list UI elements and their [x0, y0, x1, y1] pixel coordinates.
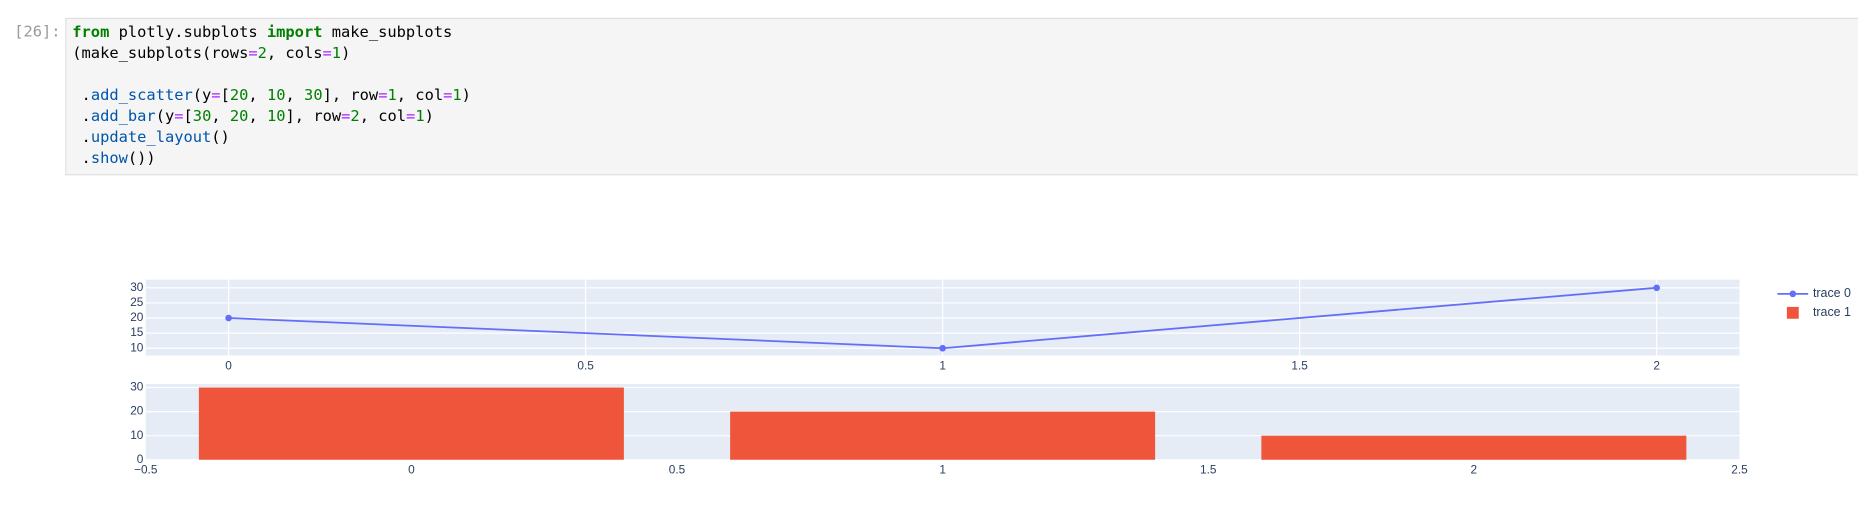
- bar: [1261, 435, 1687, 460]
- code-token: ,: [211, 106, 230, 124]
- code-token: .: [72, 85, 91, 103]
- y-tick-label: 20: [130, 404, 144, 418]
- code-line: from plotly.subplots import make_subplot…: [72, 22, 452, 40]
- code-token: [: [221, 85, 230, 103]
- y-tick-label: 30: [130, 280, 144, 294]
- code-token: ], row: [323, 85, 379, 103]
- point: [1653, 284, 1660, 292]
- code-token: =: [248, 43, 257, 61]
- code-token: =: [378, 85, 387, 103]
- code-cell[interactable]: [65, 17, 1858, 176]
- code-token: ()): [128, 148, 156, 166]
- code-line: .add_bar(y=[30, 20, 10], row=2, col=1): [72, 106, 434, 124]
- y-tick-label: 20: [130, 310, 144, 324]
- code-token: 1: [388, 85, 397, 103]
- legend-label: trace 0: [1813, 286, 1851, 300]
- code-token: =: [443, 85, 452, 103]
- x-tick-label: 0.5: [577, 358, 594, 372]
- bar: [730, 411, 1156, 460]
- code-token: =: [211, 85, 220, 103]
- cell-prompt: [26]:: [14, 22, 60, 40]
- code-line: .update_layout(): [72, 127, 230, 145]
- x-tick-label: 2.5: [1731, 463, 1748, 477]
- x-tick-label: 1.5: [1291, 358, 1308, 372]
- y-tick-label: 25: [130, 295, 144, 309]
- code-token: import: [267, 22, 323, 40]
- code-token: .: [72, 127, 91, 145]
- code-line: (make_subplots(rows=2, cols=1): [72, 43, 350, 61]
- point: [939, 344, 946, 352]
- code-token: , cols: [267, 43, 323, 61]
- x-tick-label: 2: [1653, 358, 1660, 372]
- code-token: ): [425, 106, 434, 124]
- code-token: 1: [415, 106, 424, 124]
- code-token: plotly.subplots: [109, 22, 267, 40]
- legend-symbol: [1786, 306, 1799, 319]
- code-token: 30: [304, 85, 323, 103]
- y-tick-label: 15: [130, 325, 144, 339]
- legend-label: trace 1: [1813, 305, 1851, 319]
- code-token: (y: [193, 85, 212, 103]
- y-tick-label: 10: [130, 340, 144, 354]
- code-token: 1: [452, 85, 461, 103]
- code-token: =: [406, 106, 415, 124]
- code-token: 20: [230, 85, 249, 103]
- y-tick-label: 30: [130, 380, 144, 394]
- code-token: =: [174, 106, 183, 124]
- x-tick-label: 0.5: [669, 463, 686, 477]
- bar: [198, 387, 624, 460]
- x-tick-label: 0: [408, 463, 415, 477]
- code-token: 30: [193, 106, 212, 124]
- code-token: 20: [230, 106, 249, 124]
- code-token: ,: [248, 106, 267, 124]
- x-tick-label: 1: [939, 463, 946, 477]
- y-tick-label: 0: [137, 452, 144, 466]
- code-token: =: [323, 43, 332, 61]
- code-token: [: [184, 106, 193, 124]
- code-token: ): [462, 85, 471, 103]
- code-token: ,: [248, 85, 267, 103]
- y-tick-label: 10: [130, 428, 144, 442]
- code-token: .: [72, 148, 91, 166]
- code-token: add_bar: [91, 106, 156, 124]
- point: [225, 314, 232, 322]
- code-token: (y: [156, 106, 175, 124]
- code-token: ,: [286, 85, 305, 103]
- code-line: .add_scatter(y=[20, 10, 30], row=1, col=…: [72, 85, 471, 103]
- x-tick-label: 1.5: [1200, 463, 1217, 477]
- code-token: make_subplots: [323, 22, 453, 40]
- x-tick-label: 2: [1471, 463, 1478, 477]
- code-token: 1: [332, 43, 341, 61]
- x-tick-label: 0: [225, 358, 232, 372]
- code-token: 10: [267, 106, 286, 124]
- code-token: .: [72, 106, 91, 124]
- code-token: add_scatter: [91, 85, 193, 103]
- code-token: =: [341, 106, 350, 124]
- code-token: from: [72, 22, 109, 40]
- code-token: 2: [258, 43, 267, 61]
- code-token: 10: [267, 85, 286, 103]
- code-token: , col: [397, 85, 443, 103]
- code-token: (): [211, 127, 230, 145]
- x-tick-label: −0.5: [134, 463, 158, 477]
- code-token: ], row: [286, 106, 342, 124]
- code-line: .show()): [72, 148, 155, 166]
- code-token: show: [91, 148, 129, 166]
- code-token: ): [341, 43, 350, 61]
- code-token: update_layout: [91, 127, 211, 145]
- code-token: (make_subplots(rows: [72, 43, 248, 61]
- code-token: , col: [360, 106, 406, 124]
- code-token: 2: [350, 106, 359, 124]
- x-tick-label: 1: [939, 358, 946, 372]
- legend-symbol: [1789, 290, 1797, 298]
